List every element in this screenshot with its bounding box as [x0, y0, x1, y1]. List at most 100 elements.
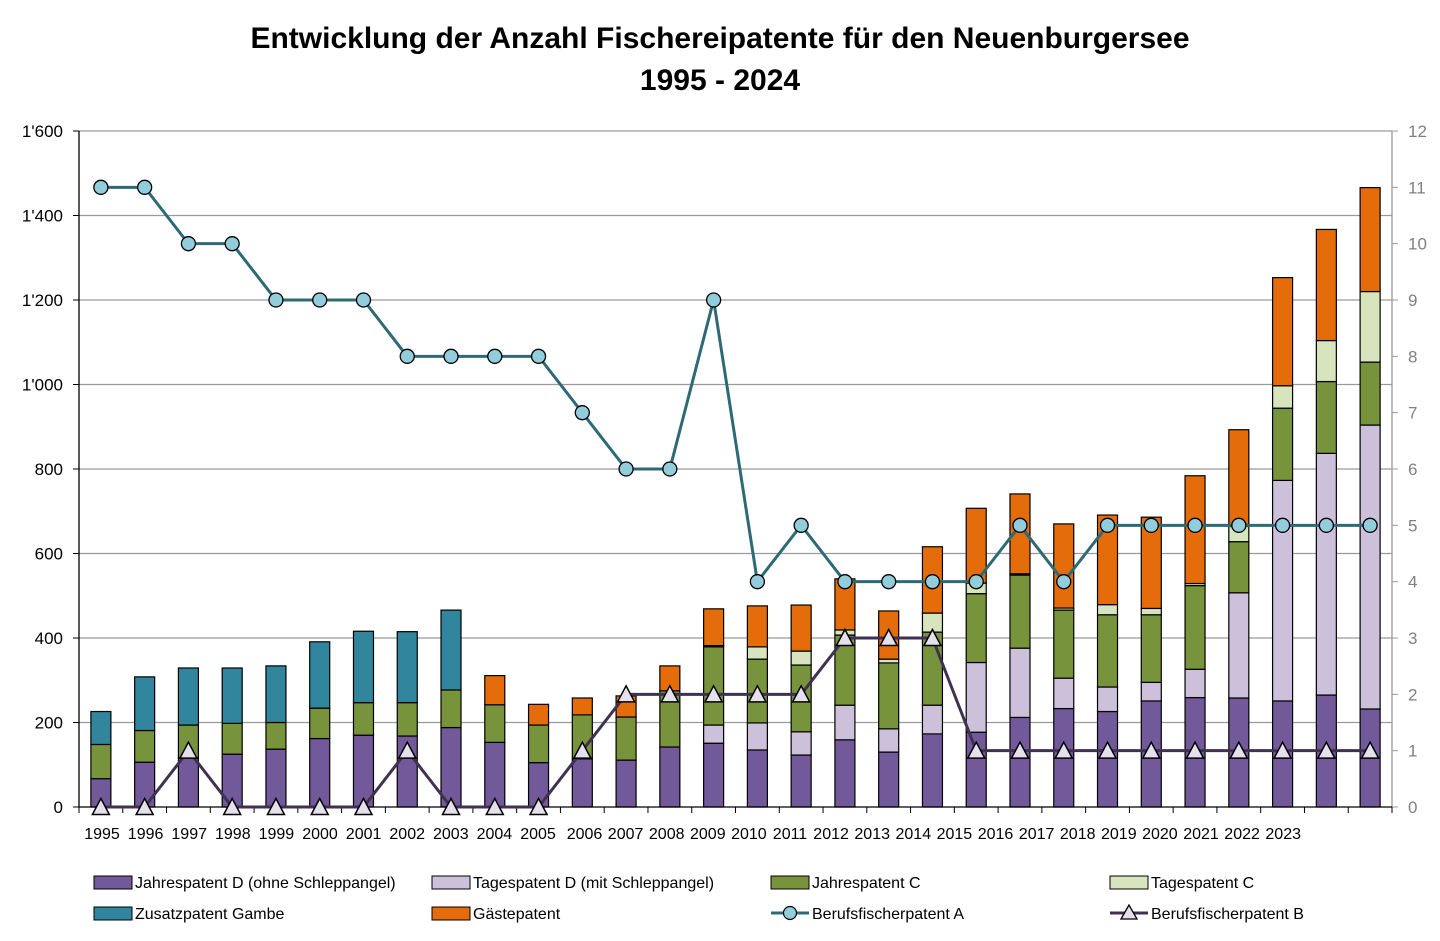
legend-item-berufsfischerpatent-a: Berufsfischerpatent A: [771, 905, 964, 923]
marker-triangle-berufsfischerpatent-b: [178, 740, 199, 759]
legend-swatch: [93, 875, 133, 890]
x-tick-label: 2018: [1060, 826, 1096, 843]
bar-segment-jahrespatent-c: [965, 593, 987, 664]
bar-segment-jahrespatent-c: [1271, 407, 1294, 482]
y-tick-label: 600: [35, 545, 63, 564]
bar-segment-g-stepatent: [1053, 523, 1075, 609]
marker-circle-berufsfischerpatent-a: [443, 348, 459, 364]
axes: 02004006008001'0001'2001'4001'6000123456…: [22, 122, 1427, 843]
bar-segment-tagespatent-d-mit-schleppangel: [1053, 677, 1075, 710]
bar-segment-jahrespatent-c: [1228, 541, 1250, 594]
marker-circle-berufsfischerpatent-a: [1274, 517, 1291, 533]
bar-segment-g-stepatent: [1315, 228, 1337, 342]
marker-triangle-berufsfischerpatent-b: [1316, 740, 1337, 759]
bar-segment-jahrespatent-c: [1140, 614, 1162, 683]
bar-series: [90, 187, 1381, 808]
x-tick-label: 2016: [978, 826, 1014, 843]
x-tick-label: 2013: [854, 826, 890, 843]
bar-segment-tagespatent-d-mit-schleppangel: [703, 724, 725, 744]
x-tick-label: 2000: [302, 826, 338, 843]
marker-circle-berufsfischerpatent-a: [355, 292, 372, 308]
x-tick-label: 1996: [128, 826, 164, 843]
bar-segment-g-stepatent: [1140, 516, 1162, 610]
y2-tick-label: 7: [1408, 404, 1417, 423]
bar-segment-jahrespatent-d-ohne-schleppangel: [790, 754, 812, 808]
legend-item-jahrespatent-c: Jahrespatent C: [770, 875, 921, 892]
marker-circle-berufsfischerpatent-a: [662, 461, 678, 477]
marker-circle-berufsfischerpatent-a: [224, 236, 240, 252]
x-tick-label: 2017: [1019, 826, 1055, 843]
marker-circle-berufsfischerpatent-a: [1318, 517, 1334, 533]
bar-segment-jahrespatent-d-ohne-schleppangel: [921, 733, 944, 808]
marker-triangle-berufsfischerpatent-b: [222, 796, 242, 816]
x-tick-label: 1997: [171, 826, 207, 843]
marker-triangle-berufsfischerpatent-b: [266, 796, 286, 816]
bar-segment-jahrespatent-c: [1359, 361, 1381, 426]
marker-triangle-berufsfischerpatent-b: [747, 684, 768, 703]
legend-swatch: [93, 906, 133, 921]
line-berufsfischerpatent-b: [100, 636, 1371, 809]
bar-segment-jahrespatent-d-ohne-schleppangel: [834, 739, 856, 808]
legend-label: Zusatzpatent Gambe: [135, 906, 285, 923]
legend-swatch: [431, 906, 471, 921]
legend-label: Tagespatent C: [1151, 875, 1254, 892]
x-tick-label: 2023: [1265, 826, 1301, 843]
y2-tick-label: 0: [1408, 798, 1417, 817]
bar-segment-jahrespatent-d-ohne-schleppangel: [177, 756, 200, 808]
bar-segment-g-stepatent: [1271, 277, 1294, 387]
legend-label: Tagespatent D (mit Schleppangel): [473, 875, 714, 892]
x-tick-label: 2004: [477, 826, 513, 843]
bar-segment-zusatzpatent-gambe: [309, 641, 331, 709]
y2-tick-label: 3: [1408, 629, 1417, 648]
marker-circle-berufsfischerpatent-a: [1099, 517, 1116, 533]
legend-label: Berufsfischerpatent A: [812, 906, 964, 923]
x-tick-label: 2021: [1183, 826, 1219, 843]
x-tick-label: 2008: [649, 826, 685, 843]
legend-item-jahrespatent-d-ohne-schleppangel: Jahrespatent D (ohne Schleppangel): [93, 875, 396, 892]
marker-triangle-berufsfischerpatent-b: [1010, 740, 1030, 759]
y2-tick-label: 12: [1408, 122, 1427, 141]
marker-triangle-berufsfischerpatent-b: [528, 796, 549, 816]
bar-segment-tagespatent-c: [1359, 290, 1381, 363]
marker-circle-berufsfischerpatent-a: [793, 517, 809, 533]
bar-segment-zusatzpatent-gambe: [265, 665, 287, 724]
bar-segment-tagespatent-d-mit-schleppangel: [921, 704, 944, 735]
marker-circle-berufsfischerpatent-a: [1187, 517, 1203, 533]
bar-segment-g-stepatent: [790, 604, 812, 652]
legend-label: Gästepatent: [473, 906, 561, 923]
marker-triangle-berufsfischerpatent-b: [441, 796, 461, 816]
bar-segment-tagespatent-d-mit-schleppangel: [1228, 592, 1250, 699]
bar-segment-tagespatent-d-mit-schleppangel: [834, 704, 856, 741]
marker-triangle-berufsfischerpatent-b: [1097, 740, 1118, 759]
marker-triangle-berufsfischerpatent-b: [791, 684, 811, 703]
bar-segment-tagespatent-d-mit-schleppangel: [1140, 681, 1162, 702]
legend-label: Jahrespatent C: [812, 875, 921, 892]
legend-swatch: [770, 875, 810, 890]
x-tick-label: 2014: [896, 826, 932, 843]
bar-segment-tagespatent-d-mit-schleppangel: [790, 731, 812, 756]
marker-circle-berufsfischerpatent-a: [968, 574, 984, 590]
legend-item-berufsfischerpatent-b: Berufsfischerpatent B: [1110, 903, 1304, 923]
bar-segment-jahrespatent-d-ohne-schleppangel: [703, 742, 725, 808]
x-tick-label: 2009: [690, 826, 726, 843]
y-tick-label: 200: [35, 714, 63, 733]
x-tick-label: 2005: [520, 826, 556, 843]
marker-circle-berufsfischerpatent-a: [530, 348, 547, 364]
bar-segment-g-stepatent: [1228, 429, 1250, 528]
x-tick-label: 2022: [1224, 826, 1260, 843]
x-tick-label: 2001: [346, 826, 382, 843]
bar-segment-tagespatent-c: [1315, 339, 1337, 383]
bar-segment-jahrespatent-c: [90, 743, 112, 780]
marker-circle-berufsfischerpatent-a: [1012, 517, 1028, 533]
legend: Jahrespatent D (ohne Schleppangel) Tagesp…: [93, 875, 1304, 923]
y2-tick-label: 6: [1408, 460, 1417, 479]
bar-segment-g-stepatent: [746, 605, 768, 648]
bar-segment-jahrespatent-c: [527, 724, 550, 764]
x-tick-label: 2007: [608, 826, 644, 843]
bar-segment-tagespatent-d-mit-schleppangel: [878, 728, 900, 753]
marker-triangle-berufsfischerpatent-b: [1141, 740, 1162, 759]
bar-segment-tagespatent-d-mit-schleppangel: [1096, 686, 1119, 713]
x-tick-label: 1998: [215, 826, 251, 843]
marker-circle-berufsfischerpatent-a: [93, 179, 109, 195]
